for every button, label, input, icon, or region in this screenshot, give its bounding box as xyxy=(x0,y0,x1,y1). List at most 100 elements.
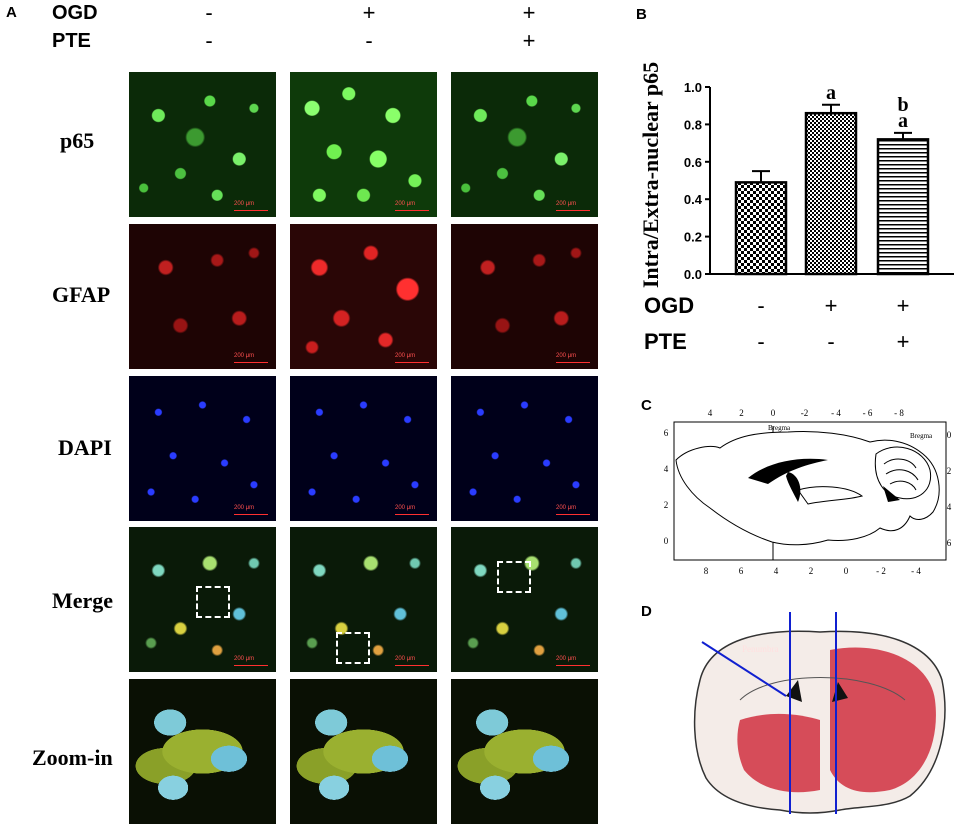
scale-bar: 200 μm xyxy=(556,656,590,666)
significance-label-3: b xyxy=(897,94,908,116)
infarct-region-left xyxy=(737,713,820,793)
atlas-top-tick: 4 xyxy=(708,408,713,418)
scale-bar: 200 μm xyxy=(556,505,590,515)
scale-bar: 200 μm xyxy=(395,353,429,363)
atlas-top-tick: 0 xyxy=(771,408,776,418)
bar-chart: Intra/Extra-nuclear p65 0.0 0.2 0.4 0.6 0.8 1… xyxy=(638,62,954,354)
scale-bar: 200 μm xyxy=(234,656,268,666)
ogd-sign-3: + xyxy=(522,0,536,25)
atlas-left-tick: 6 xyxy=(664,428,669,438)
atlas-bottom-tick: 6 xyxy=(739,566,744,576)
row-label-zoom-in: Zoom-in xyxy=(32,745,113,770)
micrograph-dapi-control: 200 μm xyxy=(129,376,276,521)
y-tick-label: 0.6 xyxy=(684,155,702,170)
atlas-bottom-tick: 2 xyxy=(809,566,814,576)
brain-section-image: Penumbra xyxy=(693,612,946,814)
micrograph-dapi-ogd: 200 μm xyxy=(290,376,437,521)
brain-atlas-diagram: 4 2 0 -2 - 4 - 6 - 8 8 6 4 2 0 - 2 - 4 6 4 2 0 0 2 4 6 Bregma… xyxy=(664,408,952,576)
micrograph-zoom-ogd xyxy=(290,679,437,824)
pte-header-label: PTE xyxy=(52,30,91,52)
atlas-bottom-tick: 8 xyxy=(704,566,709,576)
svg-text:Intra/Extra-nuclear p65: Intra/Extra-nuclear p65 xyxy=(638,62,663,288)
brainstem-mark xyxy=(883,486,900,502)
scale-bar: 200 μm xyxy=(234,505,268,515)
atlas-right-tick: 6 xyxy=(947,538,952,548)
micrograph-p65-ogd: 200 μm xyxy=(290,72,437,217)
panel-letter-d: D xyxy=(641,603,652,620)
cerebellum xyxy=(874,446,932,500)
micrograph-zoom-ogd-pte xyxy=(451,679,598,824)
row-label-merge: Merge xyxy=(52,588,114,613)
pte-sign-3: + xyxy=(522,28,536,53)
atlas-top-tick: - 4 xyxy=(831,408,841,418)
condition-label-ogd: OGD xyxy=(644,293,694,318)
condition-sign: + xyxy=(825,293,838,318)
infarct-region-right xyxy=(830,647,936,793)
atlas-top-tick: -2 xyxy=(801,408,809,418)
y-tick-label: 0.2 xyxy=(684,230,702,245)
zoom-region-box xyxy=(336,632,370,664)
atlas-left-tick: 4 xyxy=(664,464,669,474)
bar-2 xyxy=(804,111,858,276)
panel-letter-c: C xyxy=(641,397,652,414)
panel-letter-b: B xyxy=(636,6,647,23)
atlas-bottom-tick: - 4 xyxy=(911,566,921,576)
y-tick-label: 0.8 xyxy=(684,117,702,132)
significance-label-2: a xyxy=(826,82,836,104)
scale-bar: 200 μm xyxy=(556,353,590,363)
condition-sign: - xyxy=(757,293,764,318)
atlas-right-tick: 4 xyxy=(947,502,952,512)
atlas-left-tick: 2 xyxy=(664,500,669,510)
atlas-bottom-tick: 4 xyxy=(774,566,779,576)
atlas-top-tick: - 6 xyxy=(863,408,873,418)
hippocampus xyxy=(797,486,864,505)
scale-bar: 200 μm xyxy=(395,505,429,515)
corpus-callosum xyxy=(748,458,828,484)
pte-sign-2: - xyxy=(365,28,373,53)
row-label-dapi: DAPI xyxy=(58,435,112,460)
atlas-bottom-tick: 0 xyxy=(844,566,849,576)
scale-bar: 200 μm xyxy=(234,201,268,211)
micrograph-merge-ogd-pte: 200 μm xyxy=(451,527,598,672)
penumbra-label: Penumbra xyxy=(742,644,779,654)
cerebellum-folia xyxy=(883,458,919,491)
y-axis-title: Intra/Extra-nuclear p65 xyxy=(638,62,663,288)
atlas-right-tick: 0 xyxy=(947,430,952,440)
micrograph-merge-control: 200 μm xyxy=(129,527,276,672)
atlas-bottom-tick: - 2 xyxy=(876,566,886,576)
condition-sign: - xyxy=(757,329,764,354)
bregma-label-left: Bregma xyxy=(768,424,791,432)
micrograph-dapi-ogd-pte: 200 μm xyxy=(451,376,598,521)
zoom-region-box xyxy=(196,586,230,618)
penumbra-line xyxy=(701,641,787,697)
ventricle xyxy=(786,472,801,502)
panel-letter-a: A xyxy=(6,4,17,21)
condition-sign: + xyxy=(897,293,910,318)
y-tick-label: 1.0 xyxy=(684,80,702,95)
row-label-p65: p65 xyxy=(60,128,95,153)
ogd-sign-1: - xyxy=(205,0,213,25)
bar-1 xyxy=(734,181,788,276)
scale-bar: 200 μm xyxy=(556,201,590,211)
micrograph-merge-ogd: 200 μm xyxy=(290,527,437,672)
corpus-callosum-lines xyxy=(739,677,906,701)
ogd-header-label: OGD xyxy=(52,2,98,24)
condition-label-pte: PTE xyxy=(644,329,687,354)
y-tick-label: 0.4 xyxy=(684,192,703,207)
atlas-top-tick: - 8 xyxy=(894,408,904,418)
pte-sign-1: - xyxy=(205,28,213,53)
scale-bar: 200 μm xyxy=(395,201,429,211)
condition-sign: - xyxy=(827,329,834,354)
condition-sign: + xyxy=(897,329,910,354)
micrograph-gfap-ogd: 200 μm xyxy=(290,224,437,369)
micrograph-gfap-control: 200 μm xyxy=(129,224,276,369)
bregma-label-right: Bregma xyxy=(910,432,933,440)
ogd-sign-2: + xyxy=(362,0,376,25)
atlas-right-tick: 2 xyxy=(947,466,952,476)
y-tick-label: 0.0 xyxy=(684,267,702,282)
significance-label-3: a xyxy=(898,110,908,132)
micrograph-p65-ogd-pte: 200 μm xyxy=(451,72,598,217)
micrograph-p65-control: 200 μm xyxy=(129,72,276,217)
bar-3 xyxy=(876,138,930,276)
row-label-gfap: GFAP xyxy=(52,282,111,307)
